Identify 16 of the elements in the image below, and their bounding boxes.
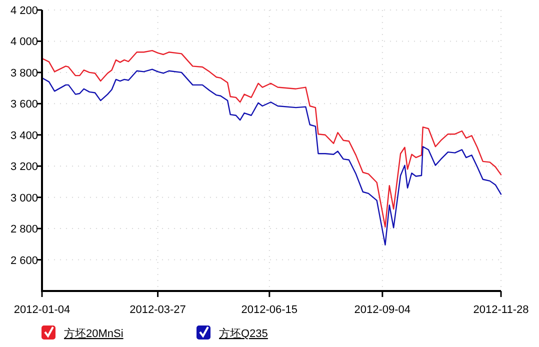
y-tick-label: 2 600 — [10, 254, 38, 267]
x-tick-label: 2012-11-28 — [473, 304, 529, 316]
legend-label: 方坯Q235 — [219, 327, 268, 340]
x-tick-label: 2012-01-04 — [14, 304, 70, 316]
y-tick-label: 2 800 — [10, 224, 38, 236]
y-tick-label: 4 000 — [10, 36, 38, 48]
y-tick-label: 3 400 — [10, 130, 38, 142]
x-tick-label: 2012-03-27 — [130, 304, 186, 316]
legend-label: 方坯20MnSi — [64, 327, 124, 340]
x-tick-label: 2012-09-04 — [354, 304, 411, 316]
y-tick-label: 4 200 — [10, 5, 38, 17]
y-tick-label: 3 200 — [10, 161, 38, 174]
y-tick-label: 3 800 — [10, 67, 38, 80]
y-tick-label: 3 000 — [10, 192, 38, 204]
y-tick-label: 3 600 — [10, 98, 38, 111]
x-tick-label: 2012-06-15 — [241, 304, 298, 316]
